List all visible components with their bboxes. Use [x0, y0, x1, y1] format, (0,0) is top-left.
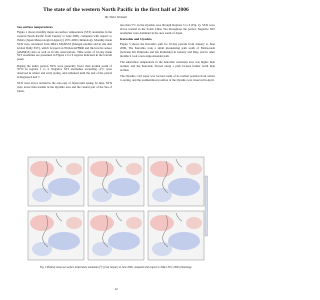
title: The state of the western North Pacific i…	[43, 7, 189, 13]
figure-maps	[27, 156, 208, 261]
right-column: less than 5°C in the Oyashio area throug…	[120, 24, 215, 152]
paragraph: Figure 1 shows monthly mean sea surface …	[17, 30, 112, 62]
section-heading: Sea surface temperatures	[17, 25, 53, 29]
paragraph: less than 5°C in the Oyashio area throug…	[120, 24, 215, 35]
paragraph: The subsurface temperature in the Kurosh…	[120, 60, 215, 72]
page: {"header": {"title": "The state of the w…	[17, 7, 215, 291]
left-column: Sea surface temperatures Figure 1 shows …	[17, 24, 112, 152]
paragraph: SSTs were above normal in the area east …	[17, 81, 112, 94]
figure-caption: Fig. 1 Monthly mean sea surface temperat…	[39, 266, 193, 269]
page-number: 12	[114, 287, 118, 291]
author: By Shiro Ishizaki	[105, 15, 127, 19]
section-heading: Kuroshio and Oyashio	[120, 37, 152, 42]
paragraph: During the entire period, SSTs were gene…	[17, 63, 112, 80]
paragraph: The Oyashio cold water was located south…	[120, 74, 215, 83]
paragraph: Figure 3 shows the Kuroshio path for 10-…	[120, 42, 215, 58]
